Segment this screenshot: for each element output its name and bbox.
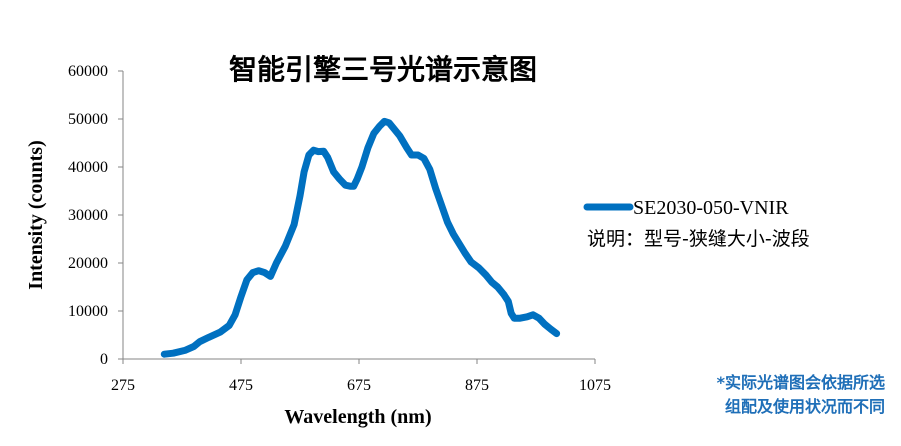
legend: SE2030-050-VNIR 说明：型号-狭缝大小-波段 bbox=[583, 197, 810, 250]
x-tick-label: 675 bbox=[347, 377, 371, 394]
y-tick-label: 60000 bbox=[68, 63, 108, 80]
legend-label: SE2030-050-VNIR bbox=[633, 197, 789, 219]
y-axis-title: Intensity (counts) bbox=[25, 140, 47, 289]
x-tick-label: 275 bbox=[111, 377, 135, 394]
series-line-se2030-050-vnir bbox=[160, 117, 561, 358]
x-axis-title: Wavelength (nm) bbox=[284, 406, 431, 428]
y-tick-label: 40000 bbox=[68, 159, 108, 176]
y-tick-label: 20000 bbox=[68, 255, 108, 272]
y-tick-label: 50000 bbox=[68, 111, 108, 128]
x-tick-label: 1075 bbox=[579, 377, 611, 394]
y-tick-label: 10000 bbox=[68, 303, 108, 320]
chart-title: 智能引擎三号光谱示意图 bbox=[229, 53, 537, 86]
x-tick-label: 475 bbox=[229, 377, 253, 394]
footnote-line-2: 组配及使用状况而不同 bbox=[725, 397, 885, 416]
x-tick-group: 275 475 675 875 1075 bbox=[111, 359, 611, 394]
legend-note: 说明：型号-狭缝大小-波段 bbox=[587, 228, 810, 250]
y-tick-label: 0 bbox=[100, 351, 108, 368]
footnote-line-1: *实际光谱图会依据所选 bbox=[717, 373, 885, 392]
y-tick-group: 0 10000 20000 30000 40000 50000 60000 bbox=[68, 63, 123, 368]
x-tick-label: 875 bbox=[465, 377, 489, 394]
footnote: *实际光谱图会依据所选 组配及使用状况而不同 bbox=[717, 373, 885, 416]
y-tick-label: 30000 bbox=[68, 207, 108, 224]
